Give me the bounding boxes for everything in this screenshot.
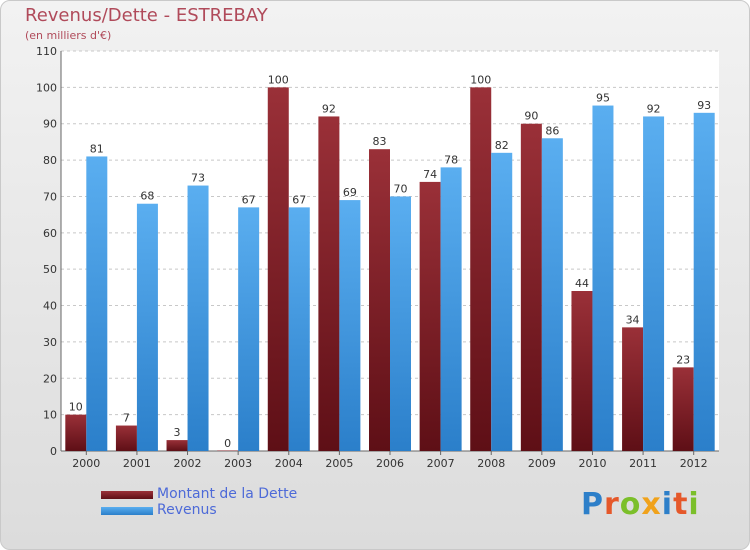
x-tick-label: 2010 [578, 457, 606, 470]
logo-letter: i [661, 487, 674, 522]
x-tick-label: 2007 [427, 457, 455, 470]
logo-letter: t [673, 487, 689, 522]
bar-revenus [643, 116, 665, 452]
bar-dette [419, 181, 441, 451]
x-tick-label: 2009 [528, 457, 556, 470]
data-label-revenus: 86 [545, 124, 559, 137]
x-tick-label: 2002 [174, 457, 202, 470]
bar-dette [571, 291, 593, 451]
data-label-revenus: 78 [444, 153, 458, 166]
bar-revenus [339, 200, 361, 451]
bar-revenus [491, 152, 513, 451]
data-label-dette: 90 [524, 110, 538, 123]
data-label-dette: 10 [69, 401, 83, 414]
data-label-dette: 74 [423, 168, 437, 181]
x-tick-label: 2005 [325, 457, 353, 470]
bar-dette [217, 450, 239, 451]
bar-revenus [86, 156, 108, 452]
data-label-dette: 0 [224, 437, 231, 450]
legend-swatch-revenus [101, 507, 153, 515]
data-label-revenus: 95 [596, 92, 610, 105]
data-label-dette: 100 [470, 73, 491, 86]
y-tick-label: 60 [43, 227, 57, 240]
bar-dette [369, 149, 390, 451]
y-tick-label: 30 [43, 336, 57, 349]
bar-revenus [288, 207, 310, 451]
x-tick-label: 2012 [680, 457, 708, 470]
y-tick-label: 100 [36, 81, 57, 94]
bar-revenus [238, 207, 260, 451]
bar-dette [622, 327, 644, 451]
data-label-revenus: 93 [697, 99, 711, 112]
chart-subtitle: (en milliers d'€) [25, 29, 112, 42]
bar-revenus [592, 105, 614, 451]
x-tick-label: 2006 [376, 457, 404, 470]
logo-letter: r [604, 487, 620, 522]
y-tick-label: 10 [43, 409, 57, 422]
data-label-revenus: 81 [90, 142, 104, 155]
logo-letter: P [581, 487, 604, 522]
legend-label-revenus: Revenus [157, 502, 217, 518]
bar-dette [520, 123, 542, 452]
bar-dette [115, 425, 137, 451]
bar-revenus [440, 167, 462, 451]
bar-dette [470, 87, 492, 451]
data-label-dette: 92 [322, 102, 336, 115]
bar-dette [65, 414, 87, 451]
data-label-revenus: 69 [343, 186, 357, 199]
data-label-revenus: 73 [191, 172, 205, 185]
y-tick-label: 40 [43, 300, 57, 313]
data-label-revenus: 82 [495, 139, 509, 152]
y-tick-label: 20 [43, 372, 57, 385]
y-tick-label: 110 [36, 45, 57, 58]
data-label-revenus: 70 [394, 182, 408, 195]
proxiti-logo: Proxiti [581, 487, 700, 522]
y-tick-label: 80 [43, 154, 57, 167]
bar-revenus [187, 185, 209, 451]
x-tick-label: 2008 [477, 457, 505, 470]
data-label-revenus: 67 [242, 193, 256, 206]
data-label-revenus: 92 [647, 102, 661, 115]
legend-label-dette: Montant de la Dette [157, 486, 298, 502]
data-label-dette: 44 [575, 277, 589, 290]
bar-dette [166, 440, 188, 451]
x-tick-label: 2004 [275, 457, 303, 470]
x-tick-label: 2001 [123, 457, 151, 470]
bar-revenus [136, 203, 158, 451]
y-tick-label: 50 [43, 263, 57, 276]
data-label-dette: 7 [123, 412, 130, 425]
bar-revenus [390, 196, 411, 451]
y-tick-label: 70 [43, 190, 57, 203]
bar-revenus [541, 138, 563, 452]
legend-swatch-dette [101, 491, 153, 499]
logo-letter: o [619, 487, 642, 522]
data-label-dette: 3 [174, 426, 181, 439]
data-label-revenus: 68 [140, 190, 154, 203]
bar-dette [672, 367, 694, 451]
y-tick-label: 90 [43, 118, 57, 131]
chart-title: Revenus/Dette - ESTREBAY [25, 5, 268, 26]
data-label-dette: 34 [626, 313, 640, 326]
data-label-revenus: 67 [292, 193, 306, 206]
bar-dette [267, 87, 289, 451]
logo-letter: i [688, 487, 700, 522]
logo-letter: x [641, 487, 662, 522]
data-label-dette: 100 [268, 73, 289, 86]
x-tick-label: 2000 [72, 457, 100, 470]
x-tick-label: 2011 [629, 457, 657, 470]
bar-revenus [693, 112, 715, 452]
data-label-dette: 83 [373, 135, 387, 148]
bar-dette [318, 116, 340, 452]
data-label-dette: 23 [676, 353, 690, 366]
y-tick-label: 0 [50, 445, 57, 458]
x-tick-label: 2003 [224, 457, 252, 470]
